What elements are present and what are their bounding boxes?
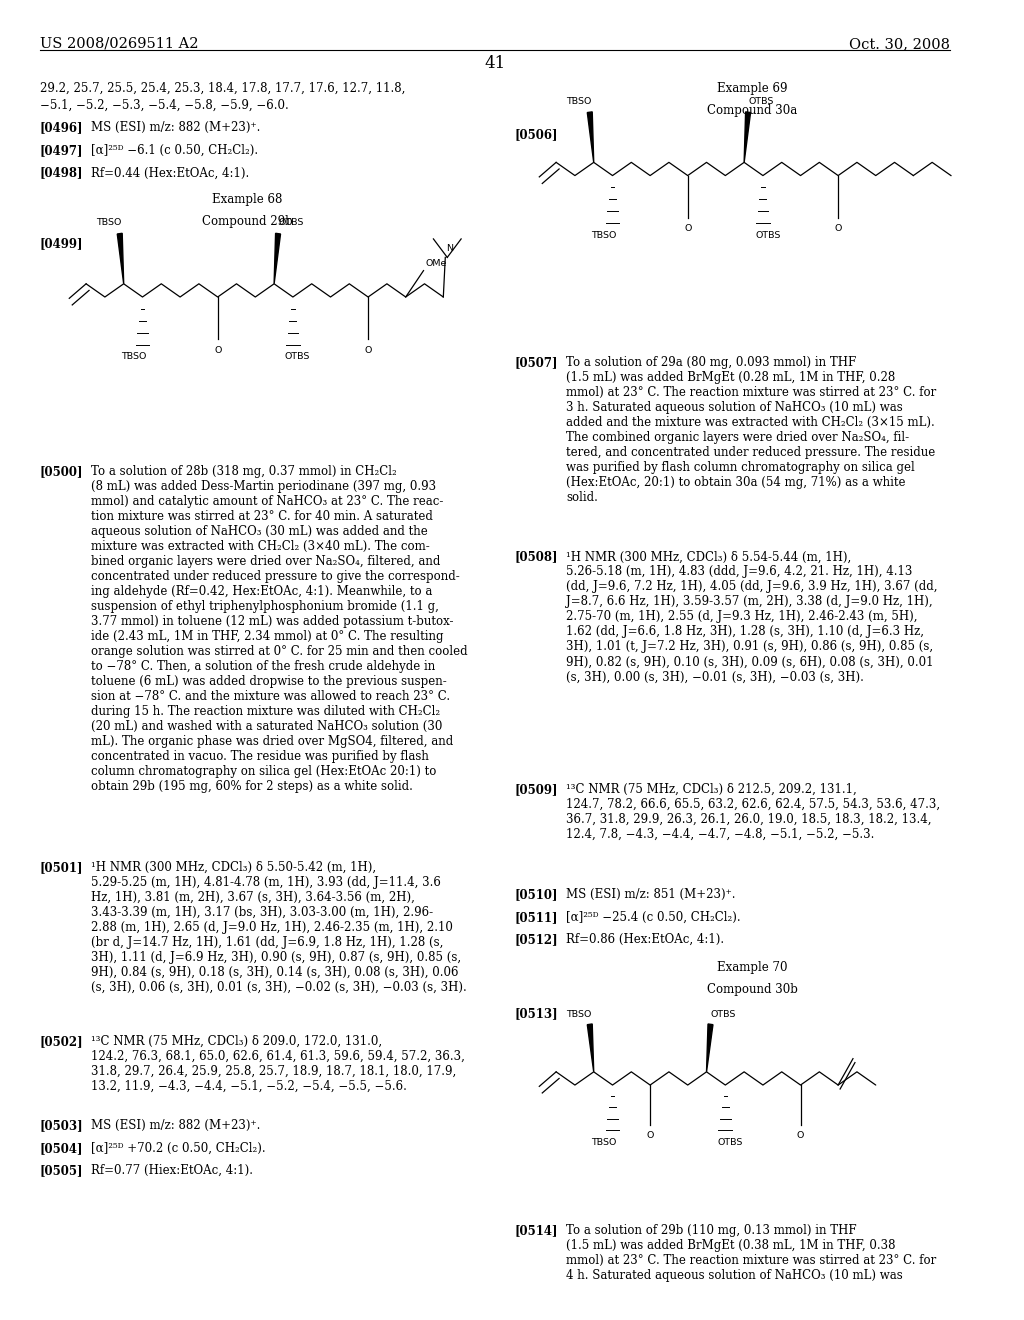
Text: [0511]: [0511] [514, 911, 558, 924]
Text: TBSO: TBSO [96, 218, 122, 227]
Text: 29.2, 25.7, 25.5, 25.4, 25.3, 18.4, 17.8, 17.7, 17.6, 12.7, 11.8,: 29.2, 25.7, 25.5, 25.4, 25.3, 18.4, 17.8… [40, 82, 404, 95]
Text: OTBS: OTBS [711, 1010, 736, 1019]
Text: OTBS: OTBS [279, 218, 303, 227]
Text: OTBS: OTBS [749, 96, 773, 106]
Text: [0509]: [0509] [514, 783, 558, 796]
Text: [0513]: [0513] [514, 1007, 558, 1020]
Text: [0504]: [0504] [40, 1142, 83, 1155]
Text: OTBS: OTBS [285, 352, 310, 362]
Text: Rf=0.77 (Hiex:EtOAc, 4:1).: Rf=0.77 (Hiex:EtOAc, 4:1). [91, 1164, 253, 1177]
Text: [α]²⁵ᴰ −25.4 (c 0.50, CH₂Cl₂).: [α]²⁵ᴰ −25.4 (c 0.50, CH₂Cl₂). [566, 911, 740, 924]
Text: TBSO: TBSO [591, 1138, 616, 1147]
Text: N: N [446, 244, 454, 253]
Text: MS (ESI) m/z: 882 (M+23)⁺.: MS (ESI) m/z: 882 (M+23)⁺. [91, 1119, 260, 1133]
Text: ¹H NMR (300 MHz, CDCl₃) δ 5.54-5.44 (m, 1H),
5.26-5.18 (m, 1H), 4.83 (ddd, J=9.6: ¹H NMR (300 MHz, CDCl₃) δ 5.54-5.44 (m, … [566, 550, 938, 684]
Text: OTBS: OTBS [718, 1138, 742, 1147]
Text: O: O [646, 1131, 653, 1140]
Text: −5.1, −5.2, −5.3, −5.4, −5.8, −5.9, −6.0.: −5.1, −5.2, −5.3, −5.4, −5.8, −5.9, −6.0… [40, 99, 289, 112]
Text: Compound 29b: Compound 29b [202, 215, 293, 228]
Text: Oct. 30, 2008: Oct. 30, 2008 [849, 37, 950, 51]
Text: [0506]: [0506] [514, 128, 558, 141]
Polygon shape [744, 112, 751, 162]
Text: 41: 41 [484, 55, 506, 73]
Text: Rf=0.86 (Hex:EtOAc, 4:1).: Rf=0.86 (Hex:EtOAc, 4:1). [566, 933, 724, 946]
Text: ¹H NMR (300 MHz, CDCl₃) δ 5.50-5.42 (m, 1H),
5.29-5.25 (m, 1H), 4.81-4.78 (m, 1H: ¹H NMR (300 MHz, CDCl₃) δ 5.50-5.42 (m, … [91, 861, 467, 994]
Text: [0502]: [0502] [40, 1035, 83, 1048]
Text: US 2008/0269511 A2: US 2008/0269511 A2 [40, 37, 198, 51]
Text: [0500]: [0500] [40, 465, 83, 478]
Text: TBSO: TBSO [566, 96, 592, 106]
Text: O: O [684, 224, 691, 234]
Text: [0514]: [0514] [514, 1224, 558, 1237]
Text: [α]²⁵ᴰ −6.1 (c 0.50, CH₂Cl₂).: [α]²⁵ᴰ −6.1 (c 0.50, CH₂Cl₂). [91, 144, 258, 157]
Text: [0510]: [0510] [514, 888, 558, 902]
Polygon shape [118, 234, 124, 284]
Text: [0501]: [0501] [40, 861, 83, 874]
Text: [0507]: [0507] [514, 356, 558, 370]
Text: TBSO: TBSO [121, 352, 146, 362]
Text: MS (ESI) m/z: 851 (M+23)⁺.: MS (ESI) m/z: 851 (M+23)⁺. [566, 888, 735, 902]
Text: To a solution of 28b (318 mg, 0.37 mmol) in CH₂Cl₂
(8 mL) was added Dess-Martin : To a solution of 28b (318 mg, 0.37 mmol)… [91, 465, 468, 792]
Text: Rf=0.44 (Hex:EtOAc, 4:1).: Rf=0.44 (Hex:EtOAc, 4:1). [91, 166, 249, 180]
Polygon shape [274, 234, 281, 284]
Text: Example 69: Example 69 [717, 82, 787, 95]
Text: [0512]: [0512] [514, 933, 558, 946]
Text: TBSO: TBSO [566, 1010, 592, 1019]
Polygon shape [588, 112, 594, 162]
Text: ¹³C NMR (75 MHz, CDCl₃) δ 209.0, 172.0, 131.0,
124.2, 76.3, 68.1, 65.0, 62.6, 61: ¹³C NMR (75 MHz, CDCl₃) δ 209.0, 172.0, … [91, 1035, 465, 1093]
Text: Example 70: Example 70 [717, 961, 787, 974]
Text: To a solution of 29a (80 mg, 0.093 mmol) in THF
(1.5 mL) was added BrMgEt (0.28 : To a solution of 29a (80 mg, 0.093 mmol)… [566, 356, 936, 504]
Text: [α]²⁵ᴰ +70.2 (c 0.50, CH₂Cl₂).: [α]²⁵ᴰ +70.2 (c 0.50, CH₂Cl₂). [91, 1142, 265, 1155]
Text: O: O [214, 346, 221, 355]
Text: TBSO: TBSO [591, 231, 616, 240]
Text: OTBS: OTBS [755, 231, 780, 240]
Text: O: O [797, 1131, 804, 1140]
Text: ¹³C NMR (75 MHz, CDCl₃) δ 212.5, 209.2, 131.1,
124.7, 78.2, 66.6, 65.5, 63.2, 62: ¹³C NMR (75 MHz, CDCl₃) δ 212.5, 209.2, … [566, 783, 940, 841]
Text: O: O [365, 346, 372, 355]
Text: MS (ESI) m/z: 882 (M+23)⁺.: MS (ESI) m/z: 882 (M+23)⁺. [91, 121, 260, 135]
Text: Compound 30b: Compound 30b [707, 983, 798, 997]
Polygon shape [588, 1024, 594, 1072]
Text: OMe: OMe [426, 259, 446, 268]
Text: To a solution of 29b (110 mg, 0.13 mmol) in THF
(1.5 mL) was added BrMgEt (0.38 : To a solution of 29b (110 mg, 0.13 mmol)… [566, 1224, 936, 1282]
Text: [0497]: [0497] [40, 144, 83, 157]
Text: Compound 30a: Compound 30a [707, 104, 797, 117]
Text: [0498]: [0498] [40, 166, 83, 180]
Polygon shape [707, 1024, 713, 1072]
Text: [0496]: [0496] [40, 121, 83, 135]
Text: Example 68: Example 68 [212, 193, 283, 206]
Text: O: O [835, 224, 842, 234]
Text: [0508]: [0508] [514, 550, 558, 564]
Text: [0503]: [0503] [40, 1119, 83, 1133]
Text: [0499]: [0499] [40, 238, 83, 251]
Text: [0505]: [0505] [40, 1164, 83, 1177]
